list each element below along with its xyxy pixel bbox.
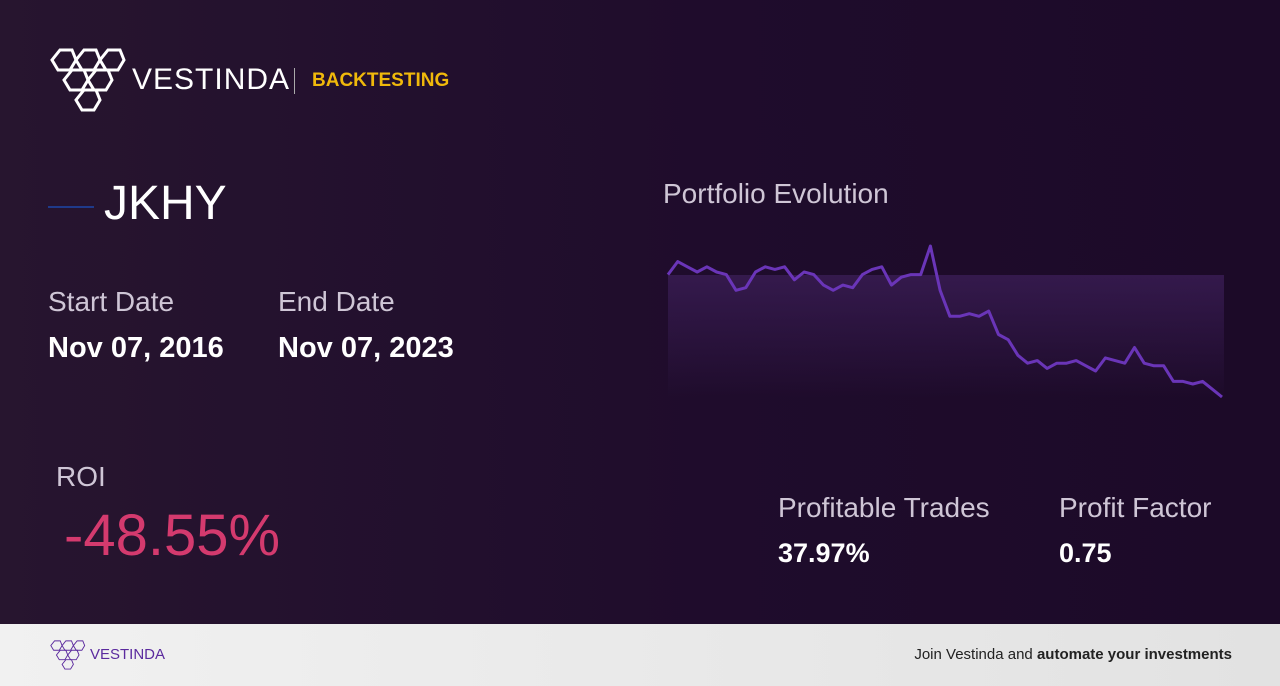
end-label: End Date xyxy=(278,286,395,317)
section: BACKTESTING xyxy=(312,70,450,91)
roi-label: ROI xyxy=(56,461,106,492)
stat-value: 0.75 xyxy=(1059,538,1112,568)
chart-title: Portfolio Evolution xyxy=(663,178,889,209)
start-label: Start Date xyxy=(48,286,175,317)
ticker-icon xyxy=(48,206,94,208)
footer-emphasis: automate your investments xyxy=(1036,646,1232,663)
stat-value: 37.97% xyxy=(778,538,870,568)
stat-label: Profitable Trades xyxy=(778,492,990,523)
ticker: JKHY xyxy=(104,177,227,230)
portfolio-line xyxy=(666,244,1223,399)
logo-icon xyxy=(50,48,126,112)
footer-logo-icon xyxy=(50,640,86,670)
end-value: Nov 07, 2023 xyxy=(278,332,454,364)
footer-brand: VESTINDA xyxy=(90,646,166,663)
footer-text: Join Vestinda and xyxy=(914,646,1033,663)
footer: VESTINDA Join Vestinda and automate your… xyxy=(0,624,1280,686)
stat-label: Profit Factor xyxy=(1059,492,1212,523)
chart-shade xyxy=(668,275,1224,397)
divider xyxy=(294,68,295,94)
chart xyxy=(666,244,1224,399)
brand: VESTINDA xyxy=(132,63,291,96)
footer-tagline: Join Vestinda and automate your investme… xyxy=(914,646,1232,663)
roi-value: -48.55% xyxy=(64,503,281,568)
start-value: Nov 07, 2016 xyxy=(48,332,224,364)
